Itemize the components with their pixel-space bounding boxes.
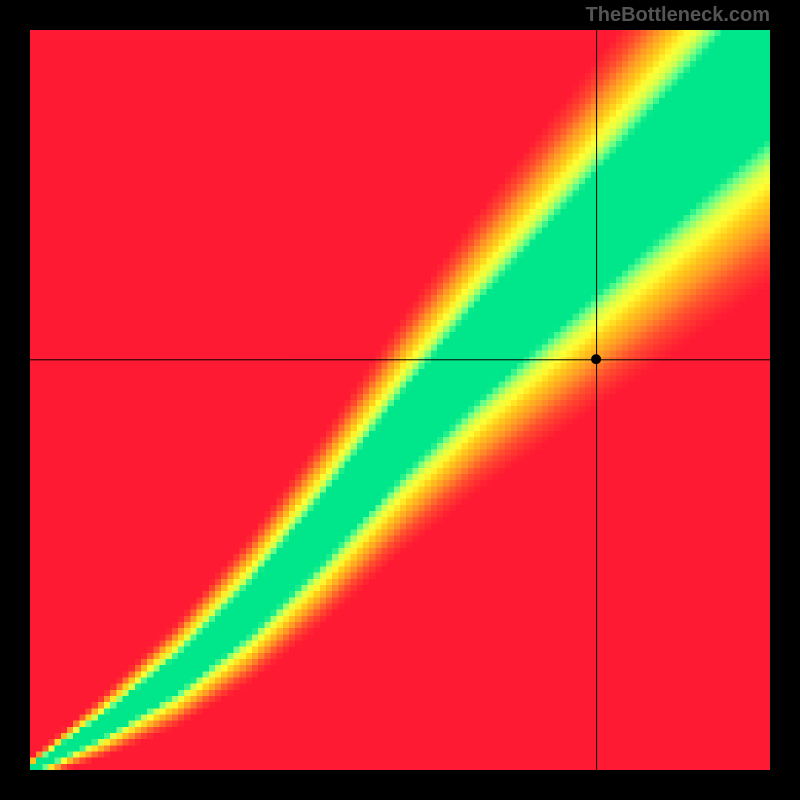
watermark-text: TheBottleneck.com — [586, 4, 770, 27]
chart-container: TheBottleneck.com — [0, 0, 800, 800]
crosshair-overlay — [30, 30, 770, 770]
plot-area — [30, 30, 770, 770]
